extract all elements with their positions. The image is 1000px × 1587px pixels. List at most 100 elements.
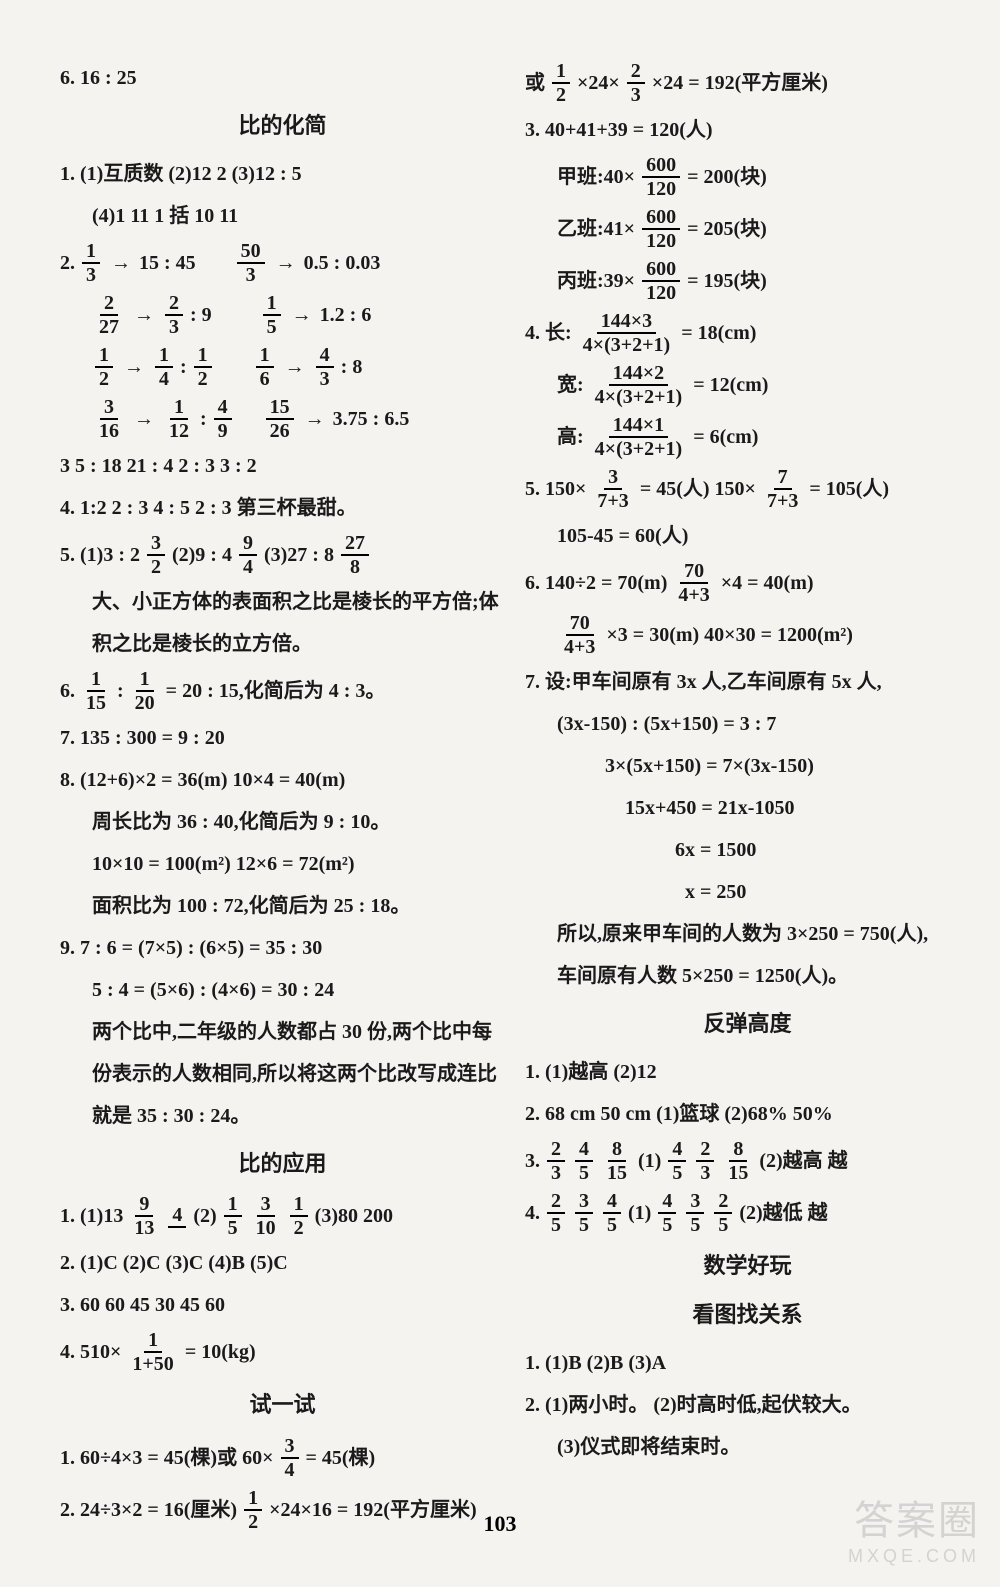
text-line: 1. (1)B (2)B (3)A: [525, 1345, 970, 1381]
text-line: 704+3 ×3 = 30(m) 40×30 = 1200(m²): [525, 612, 970, 658]
text-line: 5 : 4 = (5×6) : (4×6) = 30 : 24: [60, 972, 505, 1008]
text-line: 6. 115 : 120 = 20 : 15,化简后为 4 : 3。: [60, 668, 505, 714]
text-line: 周长比为 36 : 40,化简后为 9 : 10。: [60, 804, 505, 840]
text-line: 车间原有人数 5×250 = 1250(人)。: [525, 958, 970, 994]
fraction: 144×34×(3+2+1): [579, 310, 675, 356]
text-line: 227 → 23 : 9 15 →1.2 : 6: [60, 292, 505, 338]
text-line: 3. 23 45 815 (1) 45 23 815 (2)越高 越: [525, 1138, 970, 1184]
fraction: 34: [281, 1435, 299, 1481]
text-line: 6x = 1500: [525, 832, 970, 868]
fraction: 23: [627, 60, 645, 106]
fraction: 15: [224, 1193, 242, 1239]
text-line: 1. 60÷4×3 = 45(棵)或 60× 34 = 45(棵): [60, 1435, 505, 1481]
fraction: 227: [95, 292, 123, 338]
fraction: 310: [252, 1193, 280, 1239]
text-line: 大、小正方体的表面积之比是棱长的平方倍;体: [60, 584, 505, 620]
fraction: 14: [155, 344, 173, 390]
section-title: 数学好玩: [525, 1246, 970, 1286]
text-line: 2. (1)两小时。 (2)时高时低,起伏较大。: [525, 1387, 970, 1423]
fraction: 12: [552, 60, 570, 106]
fraction: 503: [237, 240, 265, 286]
text-line: 4. 25 35 45 (1) 45 35 25 (2)越低 越: [525, 1190, 970, 1236]
text-line: 4. 510× 11+50 = 10(kg): [60, 1329, 505, 1375]
text-line: 乙班:41× 600120 = 205(块): [525, 206, 970, 252]
text-line: 1. (1)互质数 (2)12 2 (3)12 : 5: [60, 156, 505, 192]
text-line: 丙班:39× 600120 = 195(块): [525, 258, 970, 304]
fraction: 23: [547, 1138, 565, 1184]
text-line: 1. (1)越高 (2)12: [525, 1054, 970, 1090]
text-line: 5. (1)3 : 2 32 (2)9 : 4 94 (3)27 : 8 278: [60, 532, 505, 578]
section-title: 反弹高度: [525, 1004, 970, 1044]
text-line: 两个比中,二年级的人数都占 30 份,两个比中每: [60, 1014, 505, 1050]
fraction: 600120: [642, 154, 680, 200]
fraction: 815: [724, 1138, 752, 1184]
fraction: 94: [239, 532, 257, 578]
fraction: 815: [603, 1138, 631, 1184]
section-title: 试一试: [60, 1385, 505, 1425]
fraction: 23: [165, 292, 183, 338]
section-title: 看图找关系: [525, 1295, 970, 1335]
text-line: 9. 7 : 6 = (7×5) : (6×5) = 35 : 30: [60, 930, 505, 966]
fraction: 115: [82, 668, 110, 714]
watermark: 答案圈 MXQE.COM: [848, 1488, 980, 1567]
fraction: 43: [316, 344, 334, 390]
fraction: 704+3: [560, 612, 599, 658]
fraction: 112: [165, 396, 193, 442]
text-line: 面积比为 100 : 72,化简后为 25 : 18。: [60, 888, 505, 924]
fraction: 11+50: [128, 1329, 177, 1375]
fraction: 13: [82, 240, 100, 286]
text-line: 105-45 = 60(人): [525, 518, 970, 554]
text-line: 6. 140÷2 = 70(m) 704+3 ×4 = 40(m): [525, 560, 970, 606]
fraction: 144×14×(3+2+1): [591, 414, 687, 460]
text-line: 宽: 144×24×(3+2+1) = 12(cm): [525, 362, 970, 408]
fraction: 278: [341, 532, 369, 578]
text-line: 4. 长: 144×34×(3+2+1) = 18(cm): [525, 310, 970, 356]
text-line: 2. 13 →15 : 45 503 →0.5 : 0.03: [60, 240, 505, 286]
text-line: 7. 135 : 300 = 9 : 20: [60, 720, 505, 756]
text-line: 甲班:40× 600120 = 200(块): [525, 154, 970, 200]
text-line: (3x-150) : (5x+150) = 3 : 7: [525, 706, 970, 742]
text-line: 积之比是棱长的立方倍。: [60, 626, 505, 662]
fraction: 32: [147, 532, 165, 578]
page-number: 103: [484, 1511, 517, 1537]
text-line: 2. 24÷3×2 = 16(厘米) 12 ×24×16 = 192(平方厘米): [60, 1487, 505, 1533]
fraction: 12: [290, 1193, 308, 1239]
text-line: 高: 144×14×(3+2+1) = 6(cm): [525, 414, 970, 460]
fraction: 25: [714, 1190, 732, 1236]
text-line: 7. 设:甲车间原有 3x 人,乙车间原有 5x 人,: [525, 664, 970, 700]
fraction: 12: [194, 344, 212, 390]
text-line: x = 250: [525, 874, 970, 910]
text-line: 2. (1)C (2)C (3)C (4)B (5)C: [60, 1245, 505, 1281]
text-line: 4. 1:2 2 : 3 4 : 5 2 : 3 第三杯最甜。: [60, 490, 505, 526]
left-column: 6. 16 : 25 比的化简 1. (1)互质数 (2)12 2 (3)12 …: [60, 60, 505, 1539]
fraction: 45: [575, 1138, 593, 1184]
fraction: 23: [696, 1138, 714, 1184]
fraction: 1526: [266, 396, 294, 442]
fraction: 12: [244, 1487, 262, 1533]
text-line: 5. 150× 37+3 = 45(人) 150× 77+3 = 105(人): [525, 466, 970, 512]
fraction: 4: [168, 1204, 186, 1228]
text-line: 1. (1)13 913 4 (2) 15 310 12 (3)80 200: [60, 1193, 505, 1239]
text-line: 3. 60 60 45 30 45 60: [60, 1287, 505, 1323]
fraction: 16: [256, 344, 274, 390]
fraction: 120: [131, 668, 159, 714]
right-column: 或 12 ×24× 23 ×24 = 192(平方厘米) 3. 40+41+39…: [525, 60, 970, 1539]
text-line: (4)1 11 1 括 10 11: [60, 198, 505, 234]
fraction: 316: [95, 396, 123, 442]
text-line: 3×(5x+150) = 7×(3x-150): [525, 748, 970, 784]
text-line: 12 → 14 : 12 16 → 43 : 8: [60, 344, 505, 390]
text-line: 316 → 112 : 49 1526 →3.75 : 6.5: [60, 396, 505, 442]
fraction: 35: [686, 1190, 704, 1236]
text-line: 15x+450 = 21x-1050: [525, 790, 970, 826]
fraction: 77+3: [763, 466, 802, 512]
text-line: 8. (12+6)×2 = 36(m) 10×4 = 40(m): [60, 762, 505, 798]
fraction: 704+3: [674, 560, 713, 606]
section-title: 比的化简: [60, 106, 505, 146]
fraction: 15: [263, 292, 281, 338]
fraction: 45: [603, 1190, 621, 1236]
fraction: 45: [668, 1138, 686, 1184]
fraction: 49: [214, 396, 232, 442]
text-line: 就是 35 : 30 : 24。: [60, 1098, 505, 1134]
text-line: 所以,原来甲车间的人数为 3×250 = 750(人),: [525, 916, 970, 952]
text-line: 6. 16 : 25: [60, 60, 505, 96]
